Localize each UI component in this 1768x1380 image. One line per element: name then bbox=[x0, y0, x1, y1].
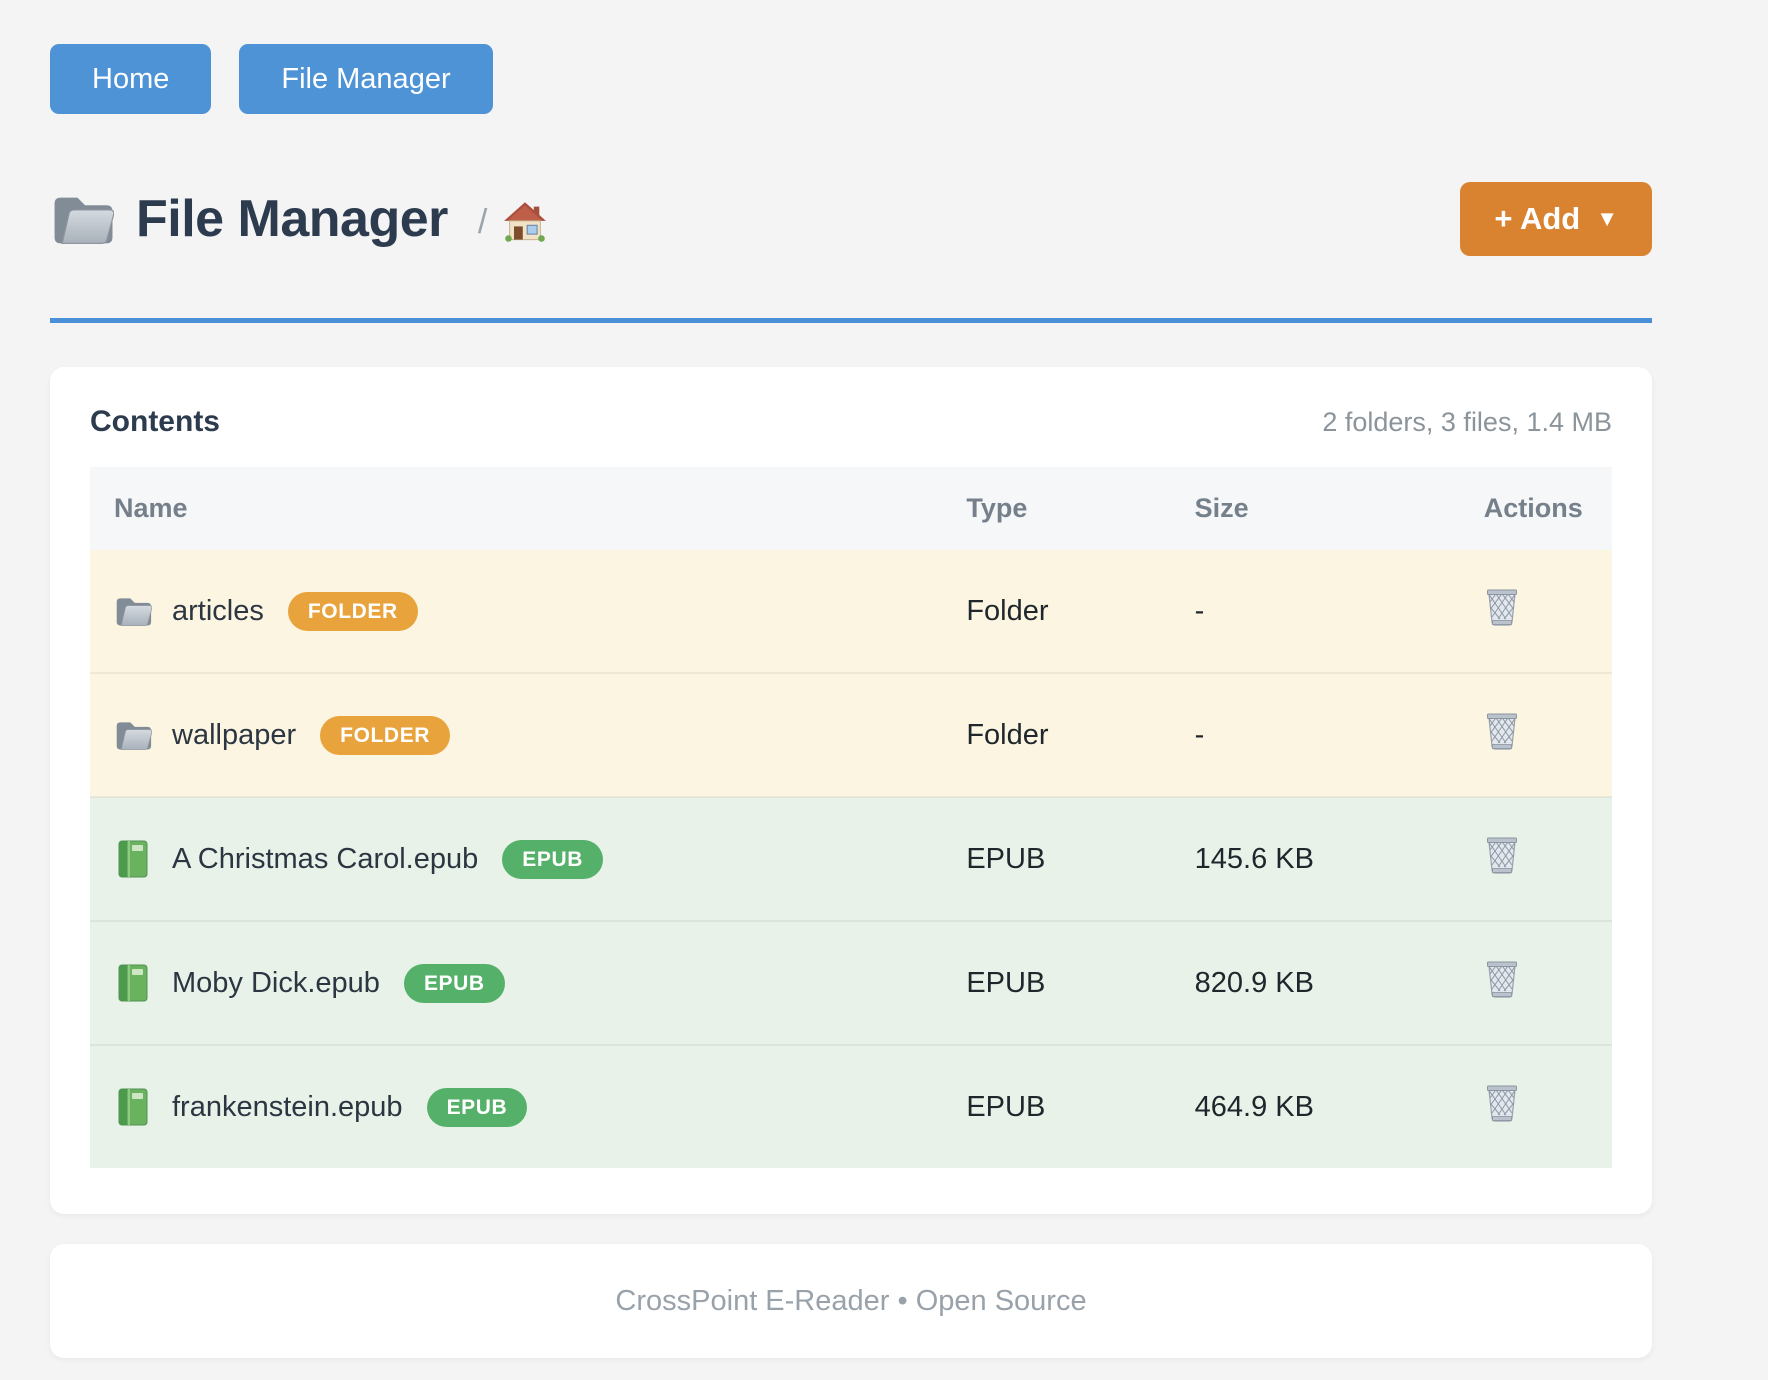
epub-badge: EPUB bbox=[502, 839, 603, 879]
delete-button[interactable] bbox=[1484, 1083, 1520, 1123]
delete-button[interactable] bbox=[1484, 959, 1520, 999]
folder-icon bbox=[116, 721, 152, 750]
column-header-name: Name bbox=[90, 467, 943, 550]
table-header-row: Name Type Size Actions bbox=[90, 467, 1612, 550]
green-book-icon bbox=[118, 964, 148, 1002]
open-folder-icon bbox=[53, 197, 114, 244]
file-manager-button[interactable]: File Manager bbox=[239, 44, 493, 114]
item-type: Folder bbox=[942, 550, 1171, 673]
trash-icon bbox=[1484, 835, 1520, 875]
chevron-down-icon: ▼ bbox=[1596, 206, 1618, 231]
epub-badge: EPUB bbox=[426, 1087, 528, 1127]
item-size: 820.9 KB bbox=[1170, 920, 1460, 1045]
item-name-link[interactable]: articles bbox=[172, 594, 264, 627]
footer-card: CrossPoint E-Reader • Open Source bbox=[50, 1244, 1652, 1358]
delete-button[interactable] bbox=[1484, 711, 1520, 751]
item-type: EPUB bbox=[942, 920, 1171, 1045]
folder-badge: FOLDER bbox=[287, 591, 418, 631]
item-size: - bbox=[1170, 550, 1460, 673]
item-type: EPUB bbox=[942, 796, 1171, 921]
contents-card-header: Contents 2 folders, 3 files, 1.4 MB bbox=[90, 405, 1612, 439]
table-row: Moby Dick.epub EPUB EPUB 820.9 KB bbox=[90, 920, 1612, 1045]
trash-icon bbox=[1484, 711, 1520, 751]
contents-title: Contents bbox=[90, 405, 220, 438]
page-header: File Manager / + Add ▼ bbox=[50, 182, 1652, 256]
item-name-link[interactable]: A Christmas Carol.epub bbox=[172, 842, 479, 875]
breadcrumb-home-link[interactable] bbox=[503, 200, 547, 249]
column-header-actions: Actions bbox=[1459, 467, 1612, 550]
contents-card: Contents 2 folders, 3 files, 1.4 MB Name… bbox=[50, 367, 1652, 1214]
item-type: EPUB bbox=[942, 1044, 1171, 1168]
delete-button[interactable] bbox=[1484, 835, 1520, 875]
column-header-size: Size bbox=[1170, 467, 1460, 550]
house-icon bbox=[503, 201, 547, 242]
trash-icon bbox=[1484, 587, 1520, 627]
epub-badge: EPUB bbox=[403, 963, 505, 1003]
table-row: articles FOLDER Folder - bbox=[90, 550, 1612, 673]
item-size: 145.6 KB bbox=[1170, 796, 1460, 921]
title-group: File Manager / bbox=[50, 189, 547, 249]
folder-icon bbox=[116, 597, 152, 626]
breadcrumb-separator: / bbox=[477, 202, 488, 241]
green-book-icon bbox=[118, 1088, 148, 1126]
table-row: frankenstein.epub EPUB EPUB 464.9 KB bbox=[90, 1044, 1612, 1168]
contents-summary: 2 folders, 3 files, 1.4 MB bbox=[1322, 406, 1612, 437]
header-divider bbox=[50, 318, 1652, 323]
top-nav: Home File Manager bbox=[50, 0, 1652, 114]
file-table: Name Type Size Actions articles FOLDER F… bbox=[90, 467, 1612, 1168]
item-name-link[interactable]: Moby Dick.epub bbox=[172, 966, 380, 999]
trash-icon bbox=[1484, 1083, 1520, 1123]
item-name-link[interactable]: wallpaper bbox=[172, 718, 297, 751]
table-row: wallpaper FOLDER Folder - bbox=[90, 672, 1612, 797]
table-row: A Christmas Carol.epub EPUB EPUB 145.6 K… bbox=[90, 796, 1612, 921]
home-button[interactable]: Home bbox=[50, 44, 212, 114]
trash-icon bbox=[1484, 959, 1520, 999]
item-size: - bbox=[1170, 672, 1460, 797]
page-title: File Manager bbox=[136, 190, 448, 248]
green-book-icon bbox=[118, 840, 148, 878]
page-container: Home File Manager File Manager / + Add ▼… bbox=[50, 0, 1652, 1358]
item-type: Folder bbox=[942, 672, 1171, 797]
column-header-type: Type bbox=[942, 467, 1171, 550]
add-button-label: + Add bbox=[1494, 201, 1581, 236]
folder-badge: FOLDER bbox=[320, 715, 451, 755]
footer-text: CrossPoint E-Reader • Open Source bbox=[615, 1284, 1087, 1317]
delete-button[interactable] bbox=[1484, 587, 1520, 627]
item-size: 464.9 KB bbox=[1170, 1044, 1460, 1168]
item-name-link[interactable]: frankenstein.epub bbox=[172, 1090, 403, 1123]
add-button[interactable]: + Add ▼ bbox=[1460, 182, 1652, 256]
